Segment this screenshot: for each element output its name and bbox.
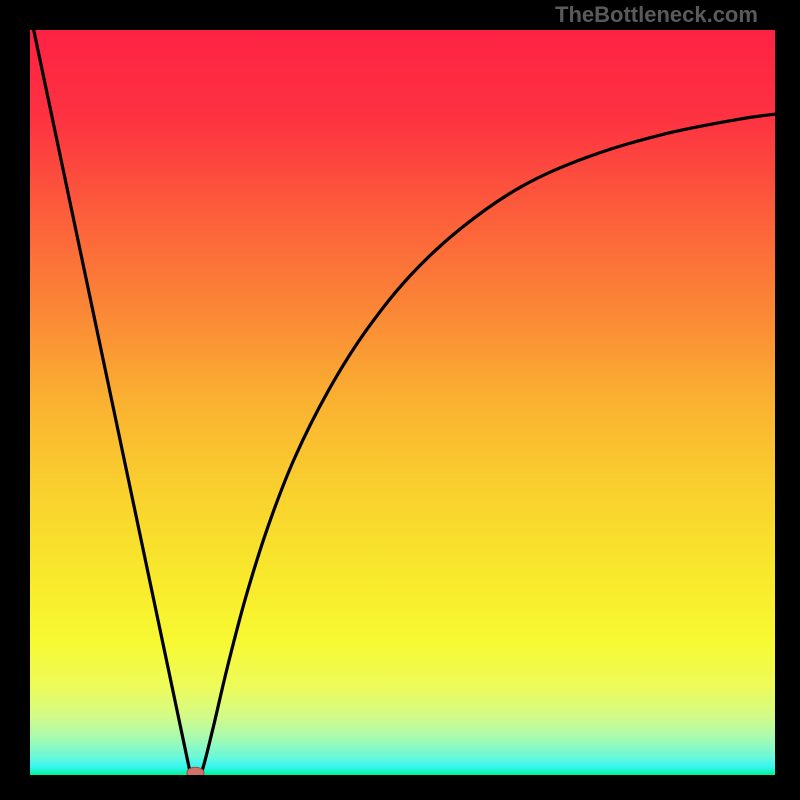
bottleneck-curve bbox=[34, 30, 775, 775]
optimum-marker bbox=[187, 767, 204, 775]
plot-area bbox=[30, 30, 775, 775]
attribution-label: TheBottleneck.com bbox=[555, 2, 758, 28]
curve-layer bbox=[30, 30, 775, 775]
chart-container: TheBottleneck.com bbox=[0, 0, 800, 800]
